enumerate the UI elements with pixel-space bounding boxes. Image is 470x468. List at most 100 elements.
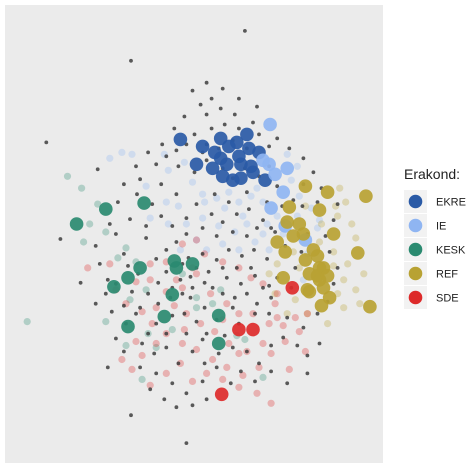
background-point <box>200 226 205 230</box>
background-point <box>122 303 126 308</box>
sde-faded-point <box>170 302 178 310</box>
background-point <box>255 301 259 306</box>
ref-faded-point <box>336 184 344 192</box>
kesk-faded-point <box>138 375 146 383</box>
background-point <box>295 343 300 348</box>
ref-faded-point <box>344 260 352 268</box>
background-point <box>245 349 249 354</box>
background-point <box>245 234 249 238</box>
kesk-faded-point <box>209 300 217 308</box>
ie-faded-point <box>263 220 271 228</box>
background-point <box>109 309 114 314</box>
ie-point <box>262 157 276 172</box>
ref-point <box>320 269 335 283</box>
ref-faded-point <box>352 286 360 294</box>
background-point <box>317 341 322 346</box>
ie-faded-point <box>188 178 197 186</box>
background-point <box>44 140 49 145</box>
ie-faded-point <box>225 188 233 196</box>
ie-faded-point <box>201 198 209 206</box>
sde-faded-point <box>259 280 267 288</box>
ref-point <box>322 290 337 305</box>
ref-point <box>363 299 377 314</box>
background-point <box>188 274 193 279</box>
sde-faded-point <box>303 310 311 318</box>
background-point <box>281 335 286 340</box>
ie-faded-point <box>164 220 172 228</box>
ref-faded-point <box>273 260 281 268</box>
sde-faded-point <box>146 276 154 284</box>
background-point <box>154 371 159 376</box>
background-point <box>200 337 205 342</box>
ref-point <box>278 245 293 259</box>
kesk-faded-point <box>114 254 122 262</box>
ref-faded-point <box>330 262 338 270</box>
background-point <box>134 311 138 316</box>
ref-point <box>298 253 313 267</box>
background-point <box>305 371 310 376</box>
background-point <box>156 301 161 306</box>
background-point <box>285 381 290 386</box>
background-point <box>210 285 215 290</box>
background-point <box>218 106 223 111</box>
ekre-point <box>246 165 260 180</box>
sde-faded-point <box>223 300 231 308</box>
background-point <box>257 132 261 137</box>
background-point <box>212 192 217 197</box>
legend-item-sde: SDE <box>404 286 459 309</box>
background-point <box>253 273 257 278</box>
sde-point <box>232 322 246 337</box>
background-point <box>190 88 195 93</box>
background-point <box>134 164 138 169</box>
background-points-layer <box>44 29 340 445</box>
ref-point <box>282 200 297 214</box>
sde-faded-point <box>219 258 227 266</box>
ref-point <box>310 269 325 283</box>
background-point <box>237 126 241 131</box>
legend-swatch-ie <box>408 218 423 233</box>
background-point <box>126 264 130 268</box>
background-point <box>178 277 183 282</box>
background-point <box>138 305 143 310</box>
background-point <box>216 351 221 356</box>
background-point <box>251 120 255 125</box>
background-point <box>164 269 169 274</box>
background-point <box>170 313 175 318</box>
ref-faded-point <box>342 198 350 206</box>
sde-point <box>285 281 300 295</box>
background-point <box>144 224 149 228</box>
sde-faded-point <box>146 260 154 268</box>
background-point <box>301 325 306 330</box>
legend-label-ekre: EKRE <box>436 197 466 209</box>
background-point <box>305 353 310 358</box>
sde-faded-point <box>146 381 154 389</box>
background-point <box>335 202 340 207</box>
ie-point <box>264 201 278 215</box>
ie-faded-point <box>176 246 184 254</box>
kesk-faded-point <box>78 184 86 192</box>
background-point <box>164 248 169 252</box>
sde-faded-point <box>118 355 126 364</box>
ekre-point <box>195 139 210 154</box>
background-point <box>95 167 100 172</box>
ref-faded-point <box>271 290 279 298</box>
ie-faded-point <box>273 212 281 220</box>
background-point <box>230 230 235 234</box>
background-point <box>209 126 214 131</box>
background-point <box>261 285 265 290</box>
background-point <box>204 80 209 85</box>
background-point <box>160 142 165 147</box>
background-point <box>146 150 151 155</box>
background-point <box>192 132 197 137</box>
ekre-point <box>173 132 188 147</box>
background-point <box>265 257 269 261</box>
ekre-point <box>213 151 228 166</box>
background-point <box>130 289 134 294</box>
background-point <box>202 305 207 310</box>
background-point <box>331 218 336 223</box>
sde-faded-point <box>138 308 146 316</box>
ref-faded-point <box>340 304 348 312</box>
ie-faded-point <box>203 246 211 254</box>
background-point <box>239 369 243 374</box>
